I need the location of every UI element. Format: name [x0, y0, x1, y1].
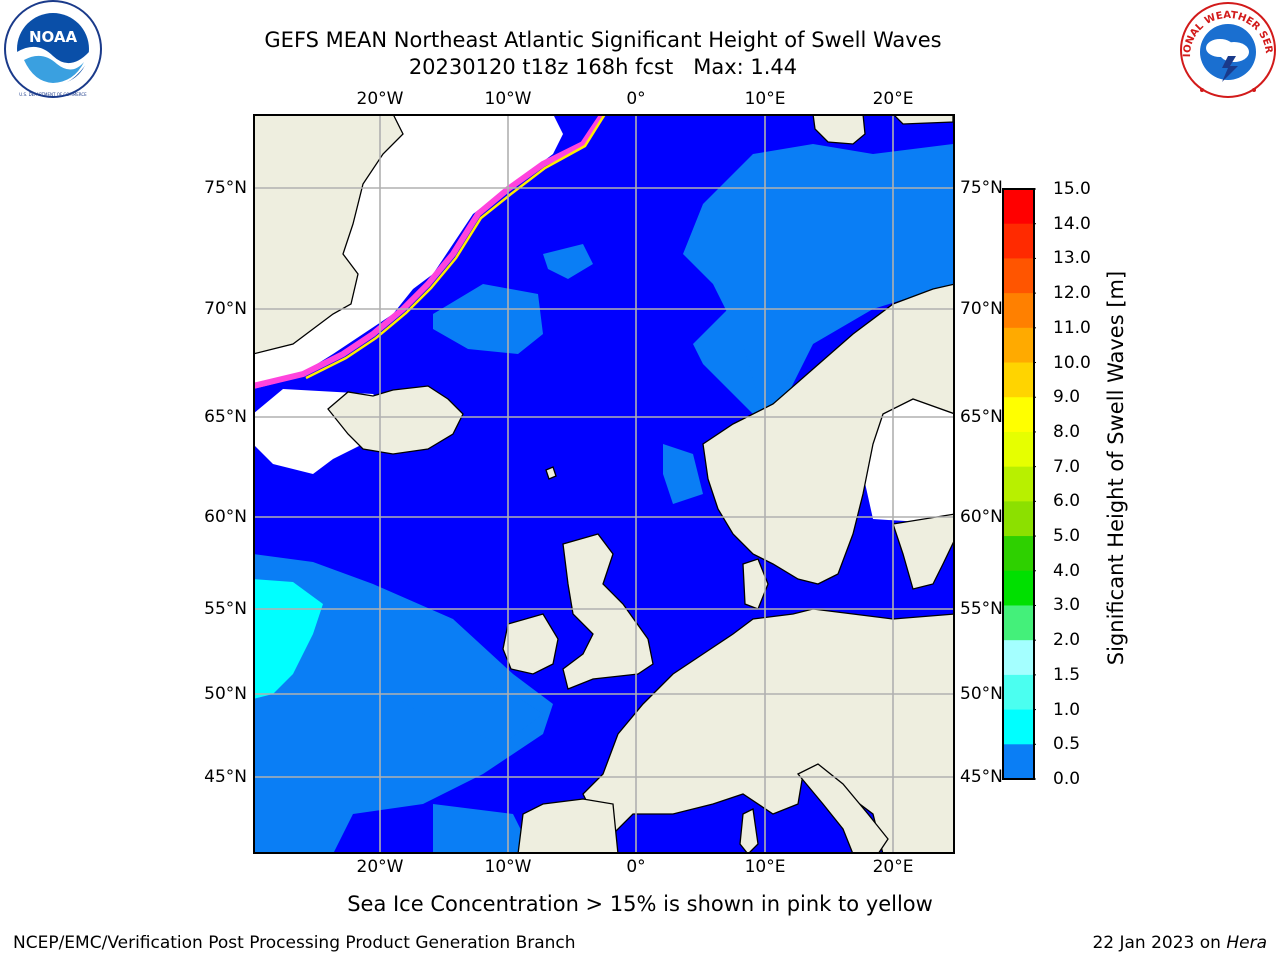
- lat-tick-right-45n: 45°N: [960, 767, 1003, 787]
- colorbar-tick-label: 7.0: [1053, 456, 1081, 477]
- colorbar-bin: [1003, 258, 1034, 294]
- colorbar-bin: [1003, 709, 1034, 745]
- swell-height-map: [253, 114, 955, 854]
- colorbar-bin: [1003, 570, 1034, 606]
- lon-tick-top-10w: 10°W: [484, 89, 532, 109]
- colorbar-bin: [1003, 362, 1034, 398]
- noaa-logo: NOAA U.S. DEPARTMENT OF COMMERCE: [4, 0, 102, 98]
- lat-tick-left-70n: 70°N: [204, 299, 247, 319]
- land: [253, 114, 955, 854]
- lon-tick-top-20e: 20°E: [872, 89, 914, 109]
- colorbar-bin: [1003, 674, 1034, 711]
- lat-tick-left-55n: 55°N: [204, 599, 247, 619]
- lon-tick-top-0: 0°: [626, 89, 646, 109]
- map-subtitle: 20230120 t18z 168h fcst Max: 1.44: [408, 55, 798, 79]
- colorbar-tick-label: 13.0: [1053, 248, 1091, 269]
- colorbar-bin: [1003, 744, 1034, 780]
- colorbar-tick-label: 11.0: [1053, 317, 1091, 338]
- colorbar-tick-label: 15.0: [1053, 179, 1091, 199]
- footer-date: 22 Jan 2023 on Hera: [1092, 932, 1267, 954]
- colorbar-tick-label: 4.0: [1053, 560, 1081, 581]
- colorbar-bin: [1003, 501, 1034, 537]
- lat-tick-right-55n: 55°N: [960, 599, 1003, 619]
- colorbar-tick-label: 3.0: [1053, 595, 1081, 616]
- lat-tick-right-50n: 50°N: [960, 684, 1003, 704]
- lat-tick-left-75n: 75°N: [204, 178, 247, 198]
- colorbar: [1002, 188, 1036, 780]
- lat-tick-right-75n: 75°N: [960, 178, 1003, 198]
- lat-tick-left-50n: 50°N: [204, 684, 247, 704]
- lat-tick-right-70n: 70°N: [960, 299, 1003, 319]
- lon-tick-bottom-0: 0°: [626, 857, 646, 877]
- footer-credit: NCEP/EMC/Verification Post Processing Pr…: [13, 933, 576, 953]
- colorbar-tick-label: 6.0: [1053, 491, 1081, 512]
- colorbar-bin: [1003, 327, 1034, 364]
- lon-tick-bottom-10e: 10°E: [744, 857, 786, 877]
- colorbar-tick-label: 0.0: [1053, 769, 1081, 789]
- footer-date-text: 22 Jan 2023 on: [1092, 933, 1227, 953]
- lon-tick-bottom-20w: 20°W: [356, 857, 404, 877]
- lon-tick-top-20w: 20°W: [356, 89, 404, 109]
- colorbar-bin: [1003, 293, 1034, 329]
- map-frame: [253, 114, 955, 854]
- svg-text:U.S. DEPARTMENT OF COMMERCE: U.S. DEPARTMENT OF COMMERCE: [19, 92, 87, 97]
- colorbar-bin: [1003, 223, 1034, 259]
- graticule: [253, 114, 955, 854]
- noaa-logo-text: NOAA: [29, 28, 78, 46]
- colorbar-tick-label: 0.5: [1053, 734, 1081, 755]
- colorbar-bin: [1003, 536, 1034, 572]
- colorbar-bin: [1003, 605, 1034, 641]
- lat-tick-right-60n: 60°N: [960, 507, 1003, 527]
- sea-swell-0.5-1.0: [253, 144, 953, 854]
- lon-tick-bottom-10w: 10°W: [484, 857, 532, 877]
- lon-tick-bottom-20e: 20°E: [872, 857, 914, 877]
- map-title: GEFS MEAN Northeast Atlantic Significant…: [264, 28, 942, 52]
- colorbar-tick-label: 1.0: [1053, 699, 1081, 720]
- colorbar-bin: [1003, 640, 1034, 676]
- lon-tick-top-10e: 10°E: [744, 89, 786, 109]
- colorbar-bin: [1003, 189, 1034, 225]
- lat-tick-left-65n: 65°N: [204, 407, 247, 427]
- colorbar-tick-label: 1.5: [1053, 664, 1081, 685]
- sea-ice-edge-yellow: [305, 114, 607, 380]
- colorbar-tick-label: 9.0: [1053, 387, 1081, 408]
- colorbar-label: Significant Height of Swell Waves [m]: [1104, 270, 1128, 666]
- sea-ice-caption: Sea Ice Concentration > 15% is shown in …: [347, 892, 933, 916]
- lat-tick-right-65n: 65°N: [960, 407, 1003, 427]
- colorbar-frame: [1002, 188, 1035, 780]
- colorbar-bin: [1003, 397, 1034, 433]
- colorbar-tick-label: 14.0: [1053, 213, 1091, 234]
- lat-tick-left-45n: 45°N: [204, 767, 247, 787]
- footer-machine: Hera: [1226, 933, 1267, 953]
- colorbar-bin: [1003, 431, 1034, 468]
- colorbar-tick-label: 8.0: [1053, 421, 1081, 442]
- nws-logo: NATIONAL WEATHER SERVICE: [1178, 0, 1276, 98]
- colorbar-tick-label: 12.0: [1053, 283, 1091, 304]
- sea-ice-edge: [253, 114, 606, 389]
- colorbar-bin: [1003, 466, 1034, 502]
- colorbar-tick-label: 5.0: [1053, 526, 1081, 547]
- colorbar-tick-label: 2.0: [1053, 630, 1081, 651]
- colorbar-tick-label: 10.0: [1053, 352, 1091, 373]
- lat-tick-left-60n: 60°N: [204, 507, 247, 527]
